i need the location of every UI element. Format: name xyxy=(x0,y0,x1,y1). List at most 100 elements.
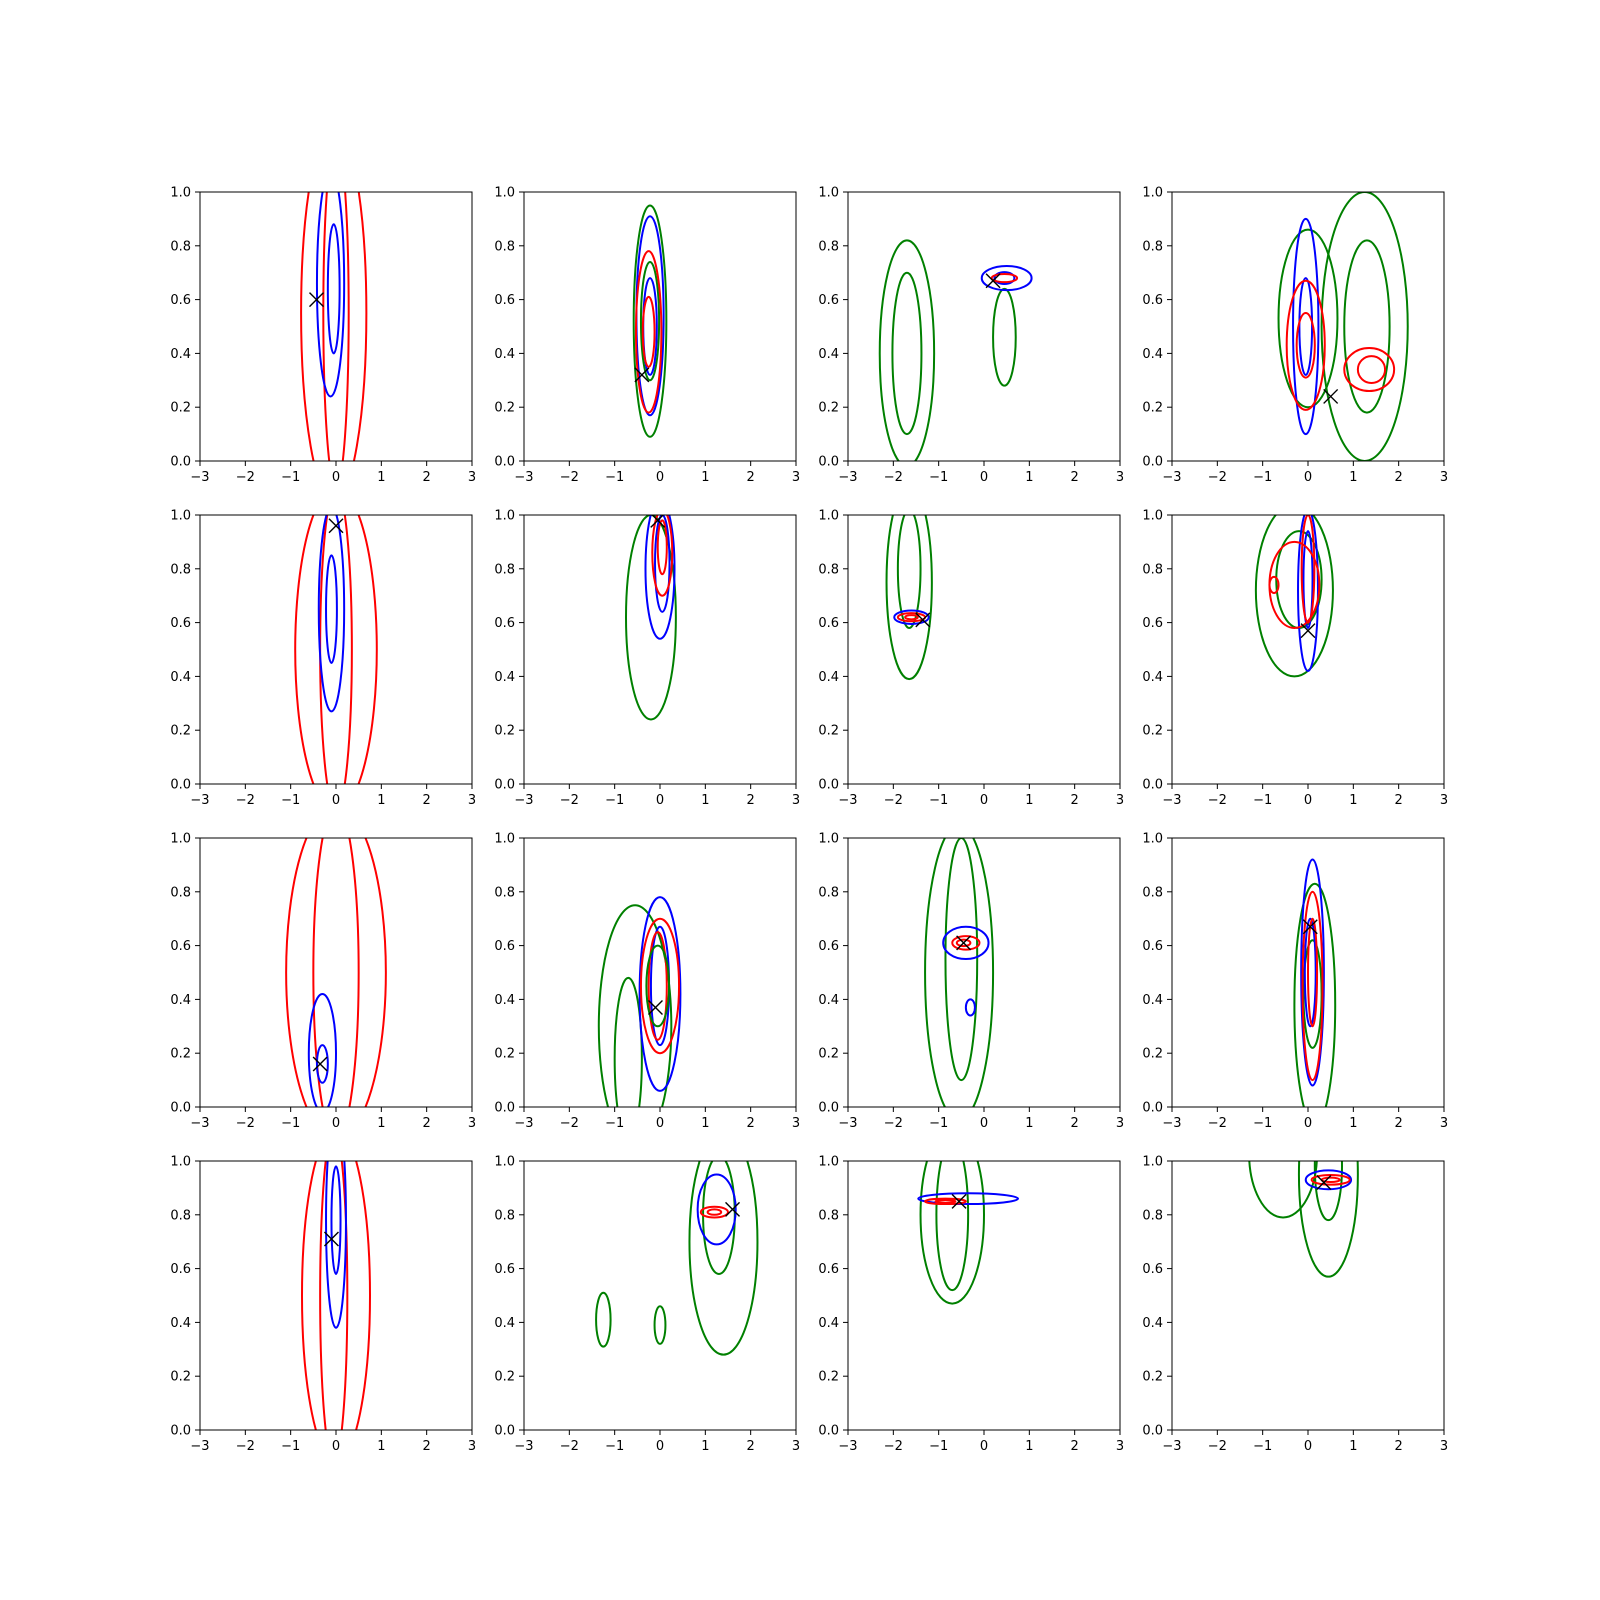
y-tick-label: 0.4 xyxy=(1142,1316,1163,1331)
y-tick-label: 0.8 xyxy=(170,1208,191,1223)
contour-green-3 xyxy=(1277,228,1339,409)
contour-blue-3 xyxy=(654,515,671,613)
y-tick-label: 0.0 xyxy=(818,1101,839,1116)
x-marker xyxy=(725,1201,741,1217)
x-marker xyxy=(915,612,931,628)
contour-green-2 xyxy=(639,260,661,382)
x-tick-label: 2 xyxy=(1071,470,1079,485)
axes-frame xyxy=(847,837,1121,1108)
x-tick-label: 1 xyxy=(377,470,385,485)
x-marker xyxy=(1323,388,1339,404)
x-tick-label: −2 xyxy=(884,1439,903,1454)
x-tick-label: 0 xyxy=(1304,793,1312,808)
subplot-r3-c4: −3 −2 −1 0 1 2 3 0.0 0.2 0.4 0.6 0.8 1.0 xyxy=(1142,832,1448,1132)
contour-green-2 xyxy=(935,1161,970,1292)
x-tick-label: 3 xyxy=(792,793,800,808)
x-tick-label: 0 xyxy=(656,793,664,808)
y-tick-label: 0.6 xyxy=(818,616,839,631)
x-tick-label: 0 xyxy=(1304,1439,1312,1454)
y-tick-label: 0.2 xyxy=(494,1370,515,1385)
x-tick-label: 1 xyxy=(701,793,709,808)
x-tick-label: 3 xyxy=(1116,1439,1124,1454)
x-marker xyxy=(647,999,663,1015)
y-tick-label: 1.0 xyxy=(170,832,191,847)
y-tick-label: 0.6 xyxy=(494,293,515,308)
contour-blue-4 xyxy=(1292,217,1320,436)
x-tick-label: 2 xyxy=(747,793,755,808)
plot-area xyxy=(597,896,682,1107)
x-tick-label: 3 xyxy=(792,470,800,485)
y-tick-label: 0.8 xyxy=(1142,239,1163,254)
y-tick-label: 0.2 xyxy=(818,1370,839,1385)
x-tick-label: 1 xyxy=(377,1439,385,1454)
axes-frame xyxy=(847,514,1121,785)
contour-red-6 xyxy=(955,938,972,948)
x-tick-label: −1 xyxy=(605,470,624,485)
contour-green-2 xyxy=(891,271,923,436)
x-tick-label: −3 xyxy=(514,470,533,485)
x-tick-label: −2 xyxy=(1208,1116,1227,1131)
x-tick-label: −3 xyxy=(1162,793,1181,808)
x-marker xyxy=(1316,1175,1332,1191)
y-tick-label: 0.4 xyxy=(494,1316,515,1331)
plot-area xyxy=(1293,858,1337,1107)
contour-red-6 xyxy=(699,1205,730,1219)
x-tick-label: −1 xyxy=(929,793,948,808)
contour-blue-3 xyxy=(315,192,346,398)
y-tick-label: 1.0 xyxy=(494,832,515,847)
x-tick-label: −2 xyxy=(236,1439,255,1454)
x-tick-label: 3 xyxy=(792,1116,800,1131)
y-tick-label: 0.6 xyxy=(818,939,839,954)
subplot-r3-c2: −3 −2 −1 0 1 2 3 0.0 0.2 0.4 0.6 0.8 1.0 xyxy=(494,832,800,1132)
x-tick-label: −3 xyxy=(1162,1116,1181,1131)
y-tick-label: 0.4 xyxy=(494,993,515,1008)
y-tick-label: 0.4 xyxy=(170,993,191,1008)
x-tick-label: 0 xyxy=(656,470,664,485)
y-tick-label: 1.0 xyxy=(494,509,515,524)
y-tick-label: 0.6 xyxy=(818,1262,839,1277)
plot-area xyxy=(301,1161,371,1430)
subplot-r3-c3: −3 −2 −1 0 1 2 3 0.0 0.2 0.4 0.6 0.8 1.0 xyxy=(818,832,1124,1132)
contour-green-1 xyxy=(632,204,668,438)
x-tick-label: −1 xyxy=(1253,793,1272,808)
y-tick-label: 1.0 xyxy=(494,186,515,201)
x-tick-label: −3 xyxy=(514,1439,533,1454)
x-tick-label: −3 xyxy=(514,1116,533,1131)
contour-blue-3 xyxy=(1297,515,1319,672)
y-tick-label: 0.0 xyxy=(170,1424,191,1439)
y-tick-label: 1.0 xyxy=(494,1155,515,1170)
contour-red-6 xyxy=(647,931,668,1041)
y-tick-label: 0.0 xyxy=(818,455,839,470)
contour-red-6 xyxy=(1307,917,1319,1028)
y-tick-label: 0.4 xyxy=(170,1316,191,1331)
contour-blue-4 xyxy=(964,998,976,1017)
x-tick-label: 2 xyxy=(423,470,431,485)
contour-red-8 xyxy=(1343,347,1396,393)
y-tick-label: 0.6 xyxy=(494,616,515,631)
x-tick-label: 2 xyxy=(1071,793,1079,808)
contour-blue-5 xyxy=(696,1173,737,1246)
subplot-r2-c4: −3 −2 −1 0 1 2 3 0.0 0.2 0.4 0.6 0.8 1.0 xyxy=(1142,509,1448,809)
x-tick-label: −2 xyxy=(236,793,255,808)
contour-red-2 xyxy=(319,1161,349,1430)
x-tick-label: 1 xyxy=(377,1116,385,1131)
x-tick-label: 1 xyxy=(1025,1116,1033,1131)
contour-green-1 xyxy=(1248,1161,1318,1219)
y-tick-label: 0.2 xyxy=(170,1047,191,1062)
x-tick-label: 0 xyxy=(332,793,340,808)
y-tick-label: 1.0 xyxy=(1142,832,1163,847)
x-tick-label: 3 xyxy=(468,1439,476,1454)
contour-blue-3 xyxy=(893,609,930,625)
axes-frame xyxy=(1171,191,1445,462)
y-tick-label: 0.8 xyxy=(170,562,191,577)
x-marker xyxy=(1302,919,1318,935)
contour-green-2 xyxy=(896,515,922,629)
x-tick-label: 0 xyxy=(332,1116,340,1131)
y-tick-label: 0.4 xyxy=(818,670,839,685)
x-tick-label: 1 xyxy=(701,470,709,485)
contour-red-1 xyxy=(294,515,378,784)
subplot-r4-c1: −3 −2 −1 0 1 2 3 0.0 0.2 0.4 0.6 0.8 1.0 xyxy=(170,1155,476,1455)
x-tick-label: 3 xyxy=(1116,470,1124,485)
x-tick-label: 1 xyxy=(1025,793,1033,808)
subplot-r3-c1: −3 −2 −1 0 1 2 3 0.0 0.2 0.4 0.6 0.8 1.0 xyxy=(170,832,476,1132)
